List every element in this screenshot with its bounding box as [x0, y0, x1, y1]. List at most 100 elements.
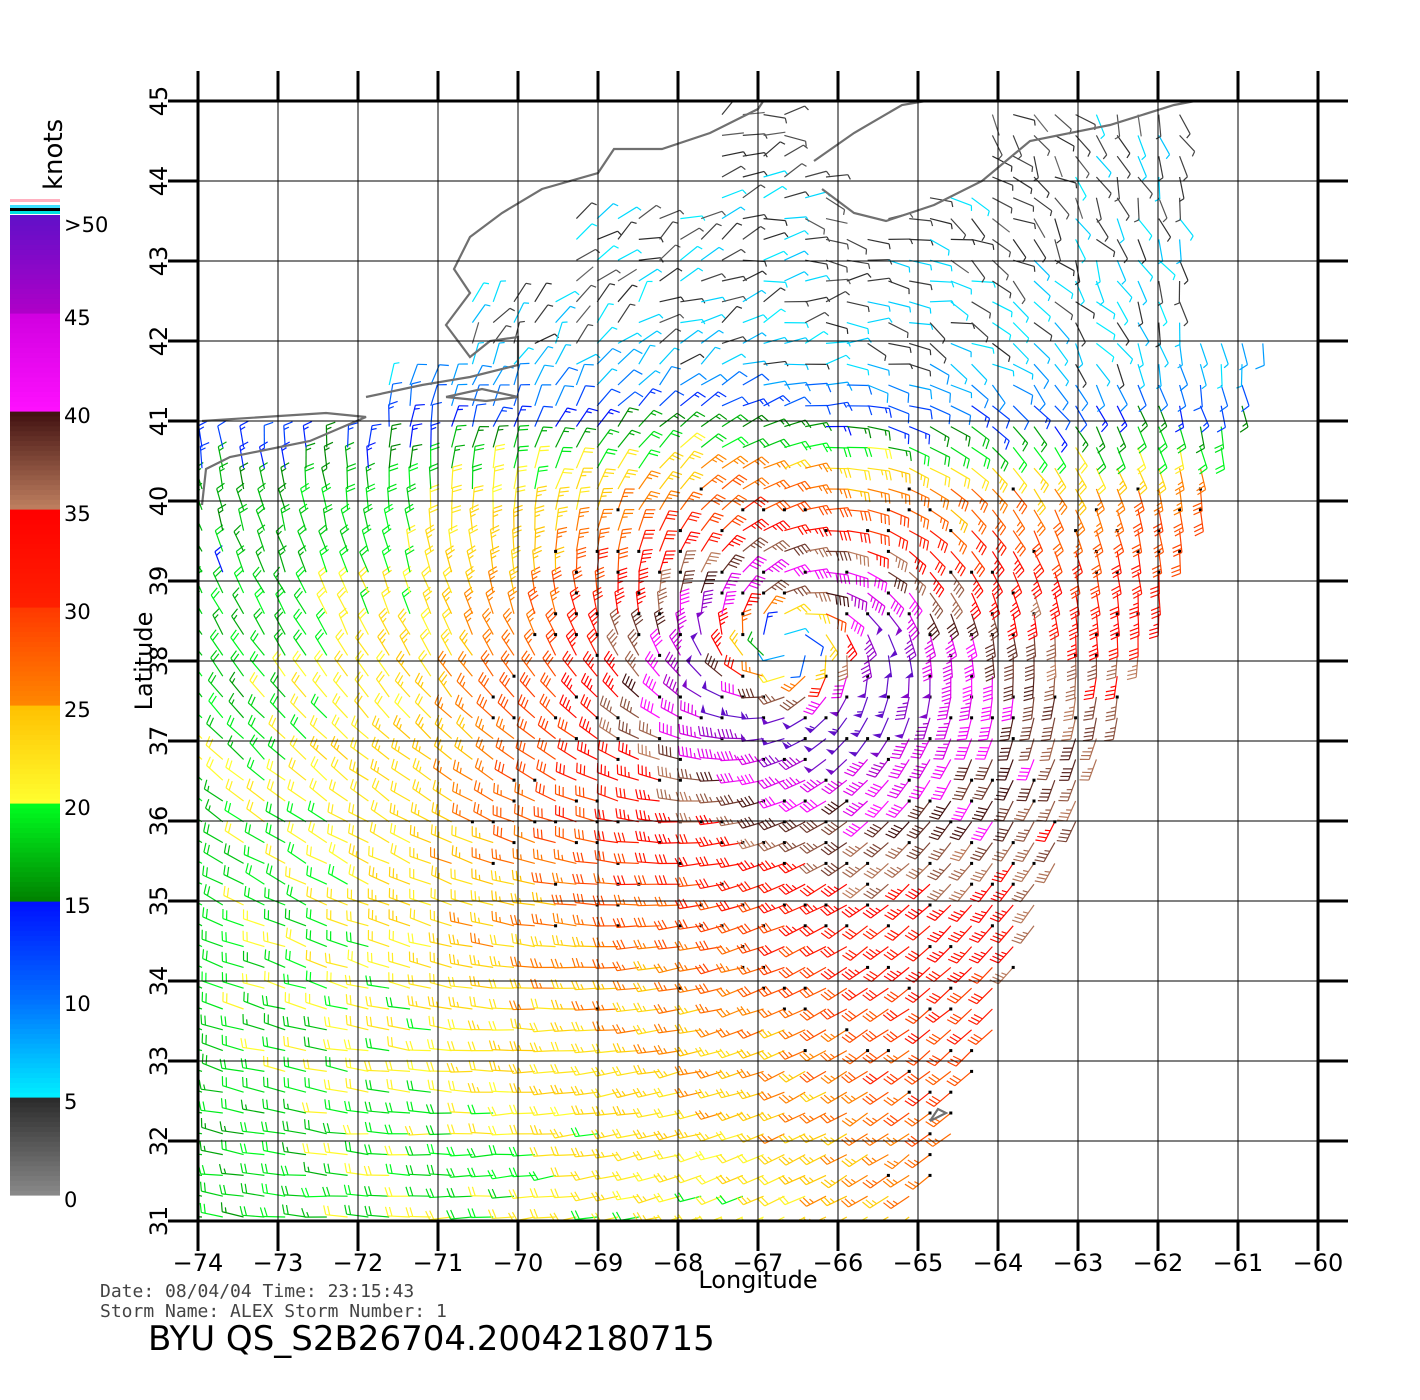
wind-barb [448, 953, 473, 968]
wind-barb [513, 424, 530, 448]
wind-barb [799, 966, 827, 979]
wind-barb [426, 1061, 452, 1072]
wind-barb [763, 185, 788, 199]
wind-barb [1036, 800, 1056, 822]
wind-barb [305, 907, 328, 927]
wind-barb [330, 735, 348, 760]
wind-barb [908, 426, 931, 445]
wind-barb [617, 448, 639, 469]
wind-barb [345, 931, 369, 948]
y-tick-label: 41 [145, 406, 173, 437]
colorbar-segment [10, 817, 60, 824]
wind-barb [571, 1000, 599, 1011]
wind-barb [235, 545, 246, 573]
wind-barb [640, 697, 660, 719]
wind-barb [300, 482, 310, 510]
wind-barb [466, 1148, 494, 1158]
wind-barb [199, 1181, 223, 1197]
wind-barb [265, 801, 286, 823]
wind-barb [695, 836, 724, 848]
wind-barb [199, 1140, 223, 1156]
colorbar-segment [10, 1092, 60, 1098]
wind-barb [1075, 467, 1087, 495]
wind-barb [856, 674, 870, 699]
wind-barb [531, 891, 556, 906]
wind-barb [286, 801, 307, 823]
wind-barb [700, 494, 726, 511]
colorbar-segment [10, 264, 60, 270]
wind-barb [968, 987, 993, 1005]
wind-barb [361, 524, 372, 552]
wind-barb [820, 821, 848, 836]
colorbar-segment [10, 406, 60, 412]
wind-barb [200, 1117, 223, 1135]
wind-barb [384, 1124, 411, 1135]
wind-barb [763, 218, 788, 226]
wind-barb [970, 842, 993, 861]
wind-barb [384, 1206, 411, 1218]
wind-barb [1033, 509, 1046, 537]
colorbar-segment [10, 920, 60, 927]
wind-barb [778, 1029, 806, 1040]
wind-barb [617, 206, 642, 220]
wind-barb [863, 842, 889, 858]
wind-barb [742, 170, 768, 178]
wind-barb [324, 995, 348, 1010]
wind-barb [468, 1060, 494, 1072]
wind-barb [223, 843, 244, 864]
colorbar-segment [10, 616, 60, 623]
wind-barb [757, 1070, 785, 1082]
wind-barb [968, 1008, 993, 1026]
wind-barb [551, 894, 577, 906]
wind-barb [908, 571, 927, 596]
wind-barb [1137, 135, 1147, 161]
wind-barb [778, 1174, 806, 1185]
wind-barb [862, 987, 889, 1002]
wind-barb [867, 571, 888, 593]
wind-barb [560, 672, 578, 699]
wind-barb [867, 467, 892, 481]
wind-barb [700, 532, 723, 552]
wind-barb [904, 1070, 931, 1085]
wind-barb [451, 845, 473, 864]
wind-barb [225, 758, 244, 781]
wind-barb [263, 1076, 286, 1093]
colorbar-segment [10, 352, 60, 358]
wind-barb [1116, 239, 1129, 264]
wind-barb [1051, 551, 1063, 579]
wind-barb [825, 197, 846, 216]
colorbar-segment [10, 861, 60, 868]
wind-barb [841, 925, 868, 940]
wind-barb [429, 909, 452, 927]
x-tick-label: −60 [1293, 1249, 1344, 1277]
wind-barb [1012, 155, 1034, 173]
wind-barb [825, 613, 847, 633]
wind-barb [599, 695, 620, 720]
colorbar-cap [10, 211, 60, 214]
wind-barb [295, 566, 307, 594]
wind-barb [405, 1040, 431, 1052]
wind-barb [757, 1028, 785, 1039]
wind-barb [845, 612, 865, 637]
wind-barb [799, 883, 827, 897]
wind-barb [554, 526, 568, 553]
colorbar-segment [10, 357, 60, 363]
colorbar-segment [10, 979, 60, 985]
colorbar-segment [10, 812, 60, 819]
wind-barb [450, 889, 473, 906]
wind-barb [815, 655, 827, 681]
wind-barb [1095, 176, 1112, 199]
wind-barb [902, 1216, 910, 1221]
wind-barb [509, 1083, 535, 1093]
wind-barbs-layer [198, 101, 1265, 1221]
wind-barb [799, 924, 828, 937]
wind-barb [991, 135, 1003, 160]
wind-barb [971, 197, 990, 217]
wind-barb [925, 1007, 953, 1023]
wind-barb [694, 1068, 723, 1079]
colorbar-segment [10, 1013, 60, 1020]
wind-barb [659, 470, 683, 490]
wind-barb [780, 675, 806, 692]
wind-barb [972, 778, 994, 801]
wind-barb [721, 305, 743, 324]
